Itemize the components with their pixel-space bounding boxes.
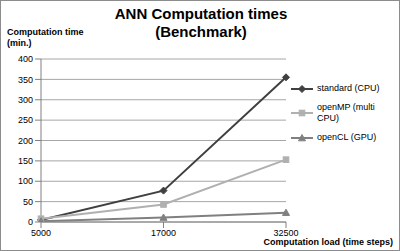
svg-text:150: 150 [18, 156, 33, 166]
html-text:Computation time (min.): Computation time (min.) [7, 27, 84, 48]
svg-text:100: 100 [18, 176, 33, 186]
svg-text:200: 200 [18, 136, 33, 146]
svg-text:5000: 5000 [31, 228, 51, 238]
html-text:Computation load (time steps): Computation load (time steps) [263, 237, 393, 247]
svg-text:350: 350 [18, 75, 33, 85]
html-text:openMP (multi CPU): openMP (multi CPU) [317, 102, 375, 123]
svg-text:300: 300 [18, 95, 33, 105]
html-text:openCL (GPU): openCL (GPU) [317, 132, 377, 142]
html-text:standard (CPU): standard (CPU) [317, 83, 380, 93]
svg-text:400: 400 [18, 54, 33, 64]
html-text:ANN Computation times (Benchma: ANN Computation times (Benchmark) [114, 5, 288, 40]
svg-text:50: 50 [23, 197, 33, 207]
svg-text:17000: 17000 [151, 228, 176, 238]
svg-text:0: 0 [28, 217, 33, 227]
svg-text:250: 250 [18, 115, 33, 125]
svg-text:32500: 32500 [273, 228, 298, 238]
